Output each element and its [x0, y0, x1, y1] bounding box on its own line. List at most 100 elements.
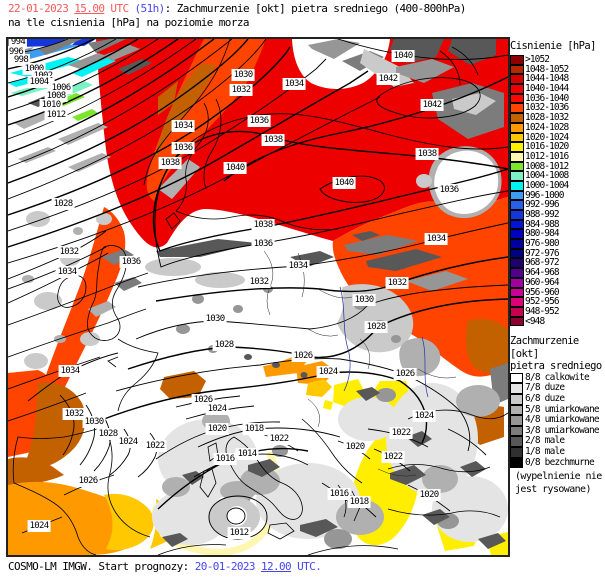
pressure-range-label: 1028-1032 — [525, 112, 569, 124]
pressure-legend: >1052 1048-1052 1044-1048 1040-1044 1036-104… — [510, 54, 605, 327]
pressure-color-swatch — [510, 113, 524, 123]
pressure-color-swatch — [510, 219, 524, 230]
cloud-okt-label: 2/8 male — [525, 435, 565, 447]
pressure-legend-row: <948 — [510, 315, 605, 327]
pressure-color-swatch — [510, 93, 524, 104]
isobar-label: 1032 — [248, 277, 270, 287]
pressure-color-swatch — [510, 239, 524, 249]
cloud-legend-row: 0/8 bezchmurne — [510, 457, 605, 469]
isobar-label: 1028 — [97, 429, 119, 439]
isobar-label: 1026 — [292, 351, 314, 361]
cloud-legend-row: 6/8 duze — [510, 392, 605, 405]
isobar-label: 1022 — [144, 441, 166, 451]
cloud-okt-label: 5/8 umiarkowane — [525, 403, 600, 415]
cloud-okt-label: 6/8 duze — [525, 392, 565, 404]
cloud-okt-label: 3/8 umiarkowane — [525, 424, 600, 436]
isobar-label: 1028 — [52, 199, 74, 209]
isobar-label: 1028 — [365, 322, 387, 332]
isobar-label: 1034 — [283, 79, 305, 89]
rivers — [339, 286, 429, 398]
pressure-range-label: 976-980 — [525, 238, 560, 250]
pressure-range-label: 1012-1016 — [525, 150, 569, 162]
isobar-label: 1026 — [77, 476, 99, 486]
pressure-color-swatch — [510, 297, 524, 307]
pressure-range-label: 1020-1024 — [525, 131, 569, 143]
pressure-legend-row: 1036-1040 — [510, 94, 605, 104]
pressure-range-label: 1048-1052 — [525, 63, 569, 75]
isobar-label: 1024 — [117, 437, 139, 447]
isobar-label: 1034 — [59, 366, 81, 376]
pressure-legend-row: 1016-1020 — [510, 142, 605, 152]
pressure-legend-row: 1048-1052 — [510, 63, 605, 75]
isobar-label: 1030 — [204, 314, 226, 324]
header-title-block: 22-01-2023 15.00 UTC (51h): Zachmurzenie… — [8, 2, 466, 30]
isobar-lines — [8, 39, 508, 540]
pressure-legend-row: 960-964 — [510, 278, 605, 288]
pressure-color-swatch — [510, 122, 524, 133]
isobar-label: 1042 — [377, 74, 399, 84]
isobar-label: 1020 — [344, 442, 366, 452]
isobar-label: 1036 — [248, 116, 270, 126]
pressure-legend-row: 1000-1004 — [510, 181, 605, 191]
pressure-color-swatch — [510, 287, 524, 298]
pressure-color-swatch — [510, 210, 524, 220]
pressure-legend-row: 1008-1012 — [510, 161, 605, 172]
pressure-legend-row: 1004-1008 — [510, 171, 605, 181]
model-name: COSMO-LM IMGW. Start prognozy: — [8, 560, 195, 573]
cloud-color-swatch — [510, 404, 523, 416]
pressure-range-label: 988-992 — [525, 209, 560, 220]
pressure-range-label: 984-988 — [525, 218, 560, 230]
pressure-color-swatch — [510, 151, 524, 162]
pressure-range-label: >1052 — [525, 54, 550, 65]
isobar-label: 1032 — [63, 409, 85, 419]
cloud-okt-label: 1/8 male — [525, 445, 565, 457]
pressure-legend-row: 984-988 — [510, 218, 605, 230]
cloud-color-swatch — [510, 393, 523, 405]
isobar-label: 1040 — [224, 163, 246, 173]
pressure-range-label: 1024-1028 — [525, 121, 569, 133]
map-subtitle: na tle cisnienia [hPa] na poziomie morza — [8, 16, 250, 29]
pressure-color-swatch — [510, 84, 524, 94]
pressure-color-swatch — [510, 190, 524, 201]
pressure-legend-row: 972-976 — [510, 249, 605, 259]
isobar-label: 1040 — [392, 51, 414, 61]
pressure-color-swatch — [510, 161, 524, 172]
pressure-range-label: <948 — [525, 315, 545, 327]
pressure-range-label: 1032-1036 — [525, 102, 569, 114]
pressure-legend-row: 948-952 — [510, 307, 605, 317]
pressure-range-label: 992-996 — [525, 199, 560, 211]
isobar-label: 998 — [12, 55, 30, 65]
weather-map: 994 996 998 1000 1002 1004 1006 1008 1010 1012 102… — [6, 37, 510, 557]
run-start-datetime: 20-01-2023 12.00 UTC. — [194, 560, 322, 573]
isobar-label: 1006 — [50, 83, 72, 93]
isobar-label: 1008 — [45, 91, 67, 101]
cloud-legend-row: 2/8 male — [510, 436, 605, 447]
country-borders — [263, 250, 457, 477]
isobar-label: 1002 — [32, 71, 54, 81]
pressure-range-label: 952-956 — [525, 296, 560, 308]
cloud-legend-row: 8/8 calkowite — [510, 372, 605, 384]
pressure-legend-row: 964-968 — [510, 268, 605, 278]
pressure-range-label: 948-952 — [525, 305, 560, 317]
isobar-label: 1020 — [206, 424, 228, 434]
pressure-legend-row: 968-972 — [510, 258, 605, 269]
pressure-range-label: 1036-1040 — [525, 92, 569, 104]
isobar-label: 1010 — [40, 100, 62, 110]
isobar-label: 1026 — [192, 395, 214, 405]
isobar-label: 1018 — [348, 497, 370, 507]
isobar-label: 1034 — [56, 267, 78, 277]
pressure-color-swatch — [510, 306, 524, 317]
isobar-label: 1016 — [328, 489, 350, 499]
isobar-label: 994 — [9, 37, 27, 47]
pressure-range-label: 1040-1044 — [525, 83, 569, 95]
isobar-label: 1032 — [230, 85, 252, 95]
pressure-color-swatch — [510, 55, 524, 65]
cloud-color-swatch — [510, 436, 523, 447]
isobar-label: 1030 — [353, 295, 375, 305]
isobar-label: 1020 — [418, 490, 440, 500]
cloud-legend: 8/8 calkowite 7/8 duze 6/8 duze 5/8 umiarko… — [510, 372, 605, 469]
isobar-label: 1036 — [252, 239, 274, 249]
pressure-legend-row: 1032-1036 — [510, 102, 605, 114]
isobar-label: 1030 — [232, 70, 254, 80]
isobar-label: 1030 — [83, 417, 105, 427]
